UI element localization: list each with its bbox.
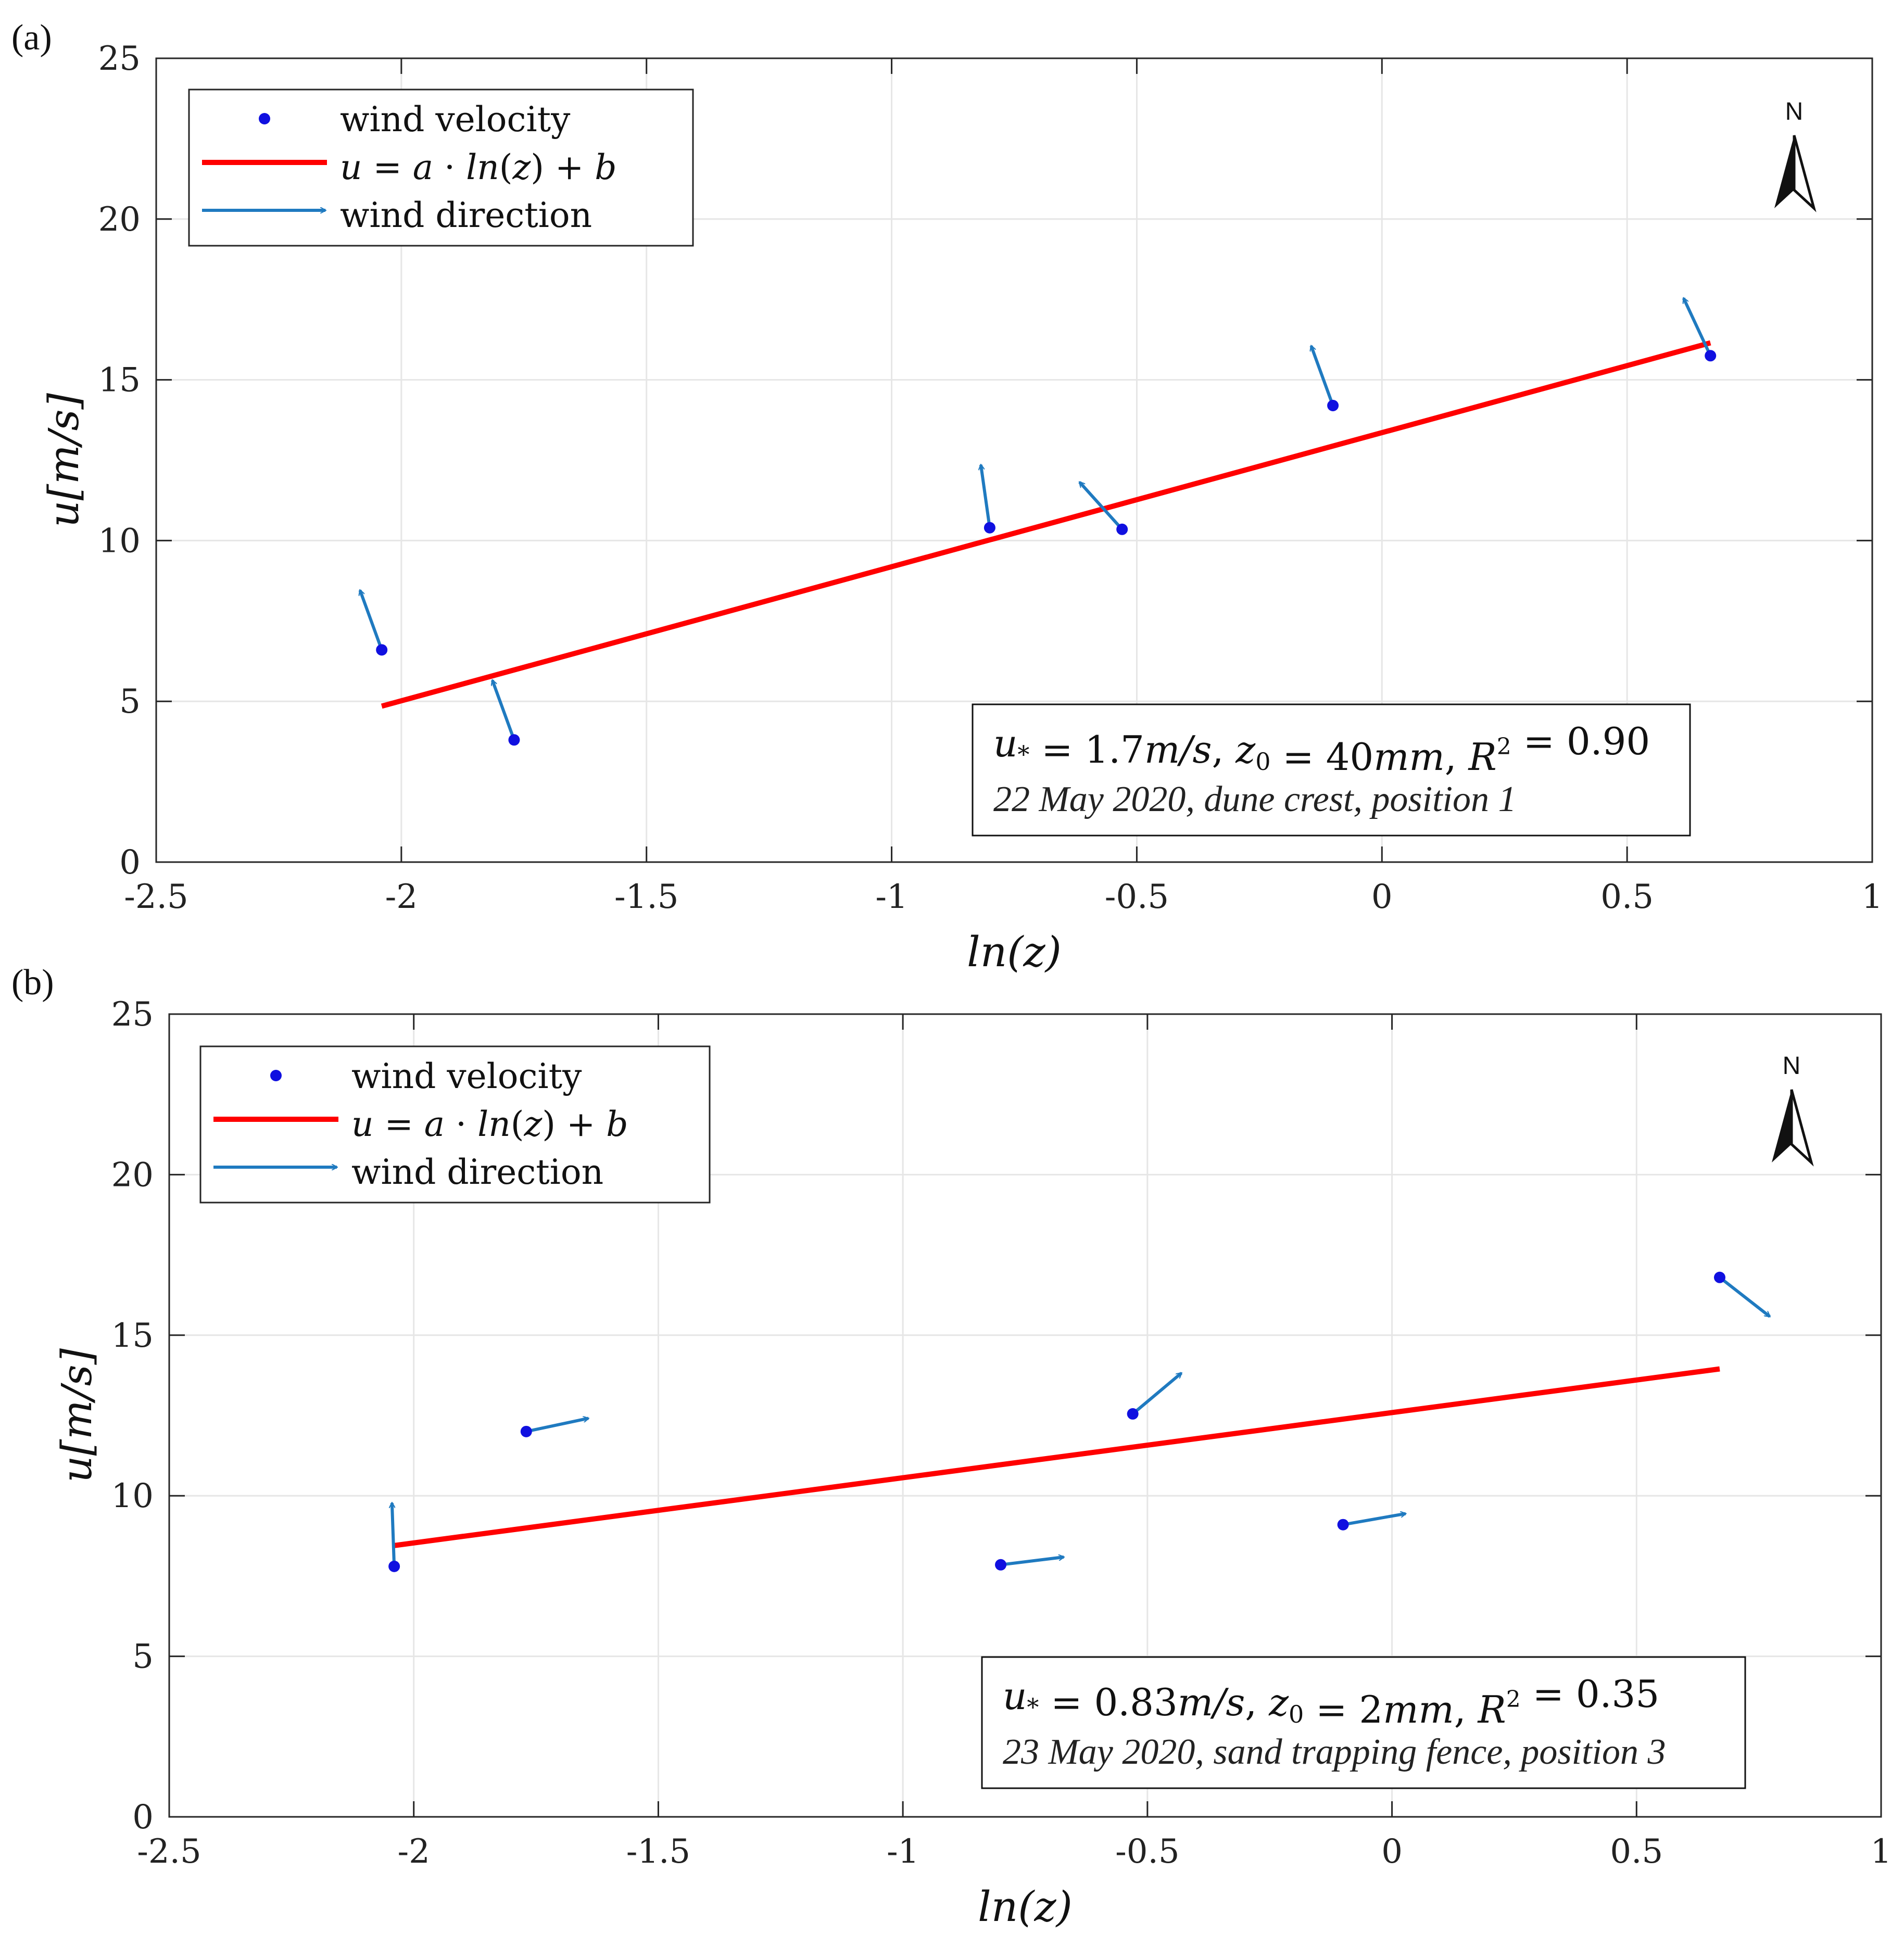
x-tick-label: -1.5 <box>614 878 678 916</box>
x-tick-label: -2.5 <box>137 1832 201 1871</box>
wind-velocity-point <box>520 1425 532 1437</box>
fit-line <box>394 1366 1720 1548</box>
annotation-note: 22 May 2020, dune crest, position 1 <box>993 779 1517 819</box>
wind-velocity-point <box>1337 1519 1349 1531</box>
legend-label-velocity: wind velocity <box>351 1056 582 1096</box>
y-tick-label: 5 <box>119 682 141 721</box>
wind-direction-arrow <box>1000 1557 1064 1566</box>
y-tick-label: 10 <box>111 1477 154 1515</box>
wind-direction-arrow <box>360 590 384 651</box>
north-arrow-icon-outline <box>1793 135 1817 212</box>
wind-velocity-point <box>995 1559 1007 1571</box>
axes-box <box>168 1013 1882 1818</box>
north-arrow-icon <box>1772 1090 1792 1162</box>
x-tick-label: 1 <box>1862 878 1883 916</box>
y-tick-label: 25 <box>111 995 154 1034</box>
legend-label-fit: u = a · ln(z) + b <box>340 147 617 187</box>
x-tick-label: -0.5 <box>1115 1832 1179 1871</box>
y-tick-label: 0 <box>132 1798 154 1837</box>
y-tick-label: 15 <box>98 361 141 400</box>
north-label: N <box>1785 98 1804 125</box>
x-tick-label: 0 <box>1371 878 1393 916</box>
wind-velocity-point <box>983 522 995 534</box>
legend-label-direction: wind direction <box>340 195 592 235</box>
x-axis-label: ln(z) <box>967 928 1062 976</box>
x-tick-label: -2 <box>385 878 418 916</box>
wind-direction-arrow <box>981 465 991 528</box>
wind-velocity-point <box>1116 523 1128 535</box>
y-tick-label: 0 <box>119 843 141 882</box>
wind-direction-arrow <box>1311 346 1334 407</box>
wind-direction-arrow <box>526 1418 588 1433</box>
annotation-equation: u* = 1.7m/s, z0 = 40mm, R2 = 0.90 <box>993 719 1650 779</box>
annotation-box <box>972 703 1691 837</box>
x-tick-label: 0 <box>1381 1832 1403 1871</box>
x-tick-label: 1 <box>1871 1832 1892 1871</box>
legend-label-fit: u = a · ln(z) + b <box>351 1104 628 1144</box>
legend-label-direction: wind direction <box>351 1152 603 1192</box>
y-tick-label: 10 <box>98 522 141 560</box>
x-tick-label: 0.5 <box>1610 1832 1663 1871</box>
legend-point-swatch <box>270 1070 282 1081</box>
x-tick-label: -1 <box>887 1832 919 1871</box>
wind-velocity-point <box>1127 1408 1139 1420</box>
x-tick-label: 0.5 <box>1600 878 1654 916</box>
x-tick-label: -2.5 <box>124 878 188 916</box>
y-tick-label: 5 <box>132 1638 154 1676</box>
panel-label: (b) <box>11 963 54 1003</box>
wind-direction-arrow <box>1343 1514 1406 1526</box>
x-tick-label: -1.5 <box>626 1832 690 1871</box>
north-label: N <box>1783 1052 1801 1080</box>
legend-box <box>199 1045 711 1204</box>
x-tick-label: -1 <box>875 878 907 916</box>
legend-label-velocity: wind velocity <box>340 99 571 140</box>
x-tick-label: -2 <box>398 1832 430 1871</box>
wind-direction-arrow <box>392 1503 396 1567</box>
axes-box <box>155 57 1873 863</box>
chart-panel-a: -2.5 -2 -1.5 -1 -0.5 0 0.5 10510152025ln(z)u[m/… <box>11 18 1883 976</box>
y-tick-label: 25 <box>98 40 141 78</box>
fit-line <box>381 340 1711 709</box>
annotation-equation: u* = 0.83m/s, z0 = 2mm, R2 = 0.35 <box>1003 1672 1659 1731</box>
wind-direction-arrow <box>1078 482 1124 530</box>
north-arrow-icon-outline <box>1790 1089 1814 1167</box>
x-tick-label: -0.5 <box>1105 878 1169 916</box>
wind-direction-arrow <box>1131 1372 1181 1415</box>
wind-velocity-point <box>508 734 520 746</box>
y-tick-label: 20 <box>111 1156 154 1194</box>
y-tick-label: 15 <box>111 1317 154 1355</box>
chart-panel-b: -2.5 -2 -1.5 -1 -0.5 0 0.5 10510152025ln(z)u[m/… <box>11 963 1892 1931</box>
y-axis-label: u[m/s] <box>40 393 88 527</box>
wind-direction-arrow <box>493 680 516 741</box>
legend-point-swatch <box>259 113 270 124</box>
wind-direction-arrow <box>1682 298 1712 357</box>
annotation-box <box>981 1656 1746 1789</box>
legend-box <box>188 88 694 247</box>
panel-label: (a) <box>11 18 52 58</box>
north-arrow-icon <box>1774 135 1794 208</box>
wind-velocity-point <box>1705 350 1717 362</box>
wind-velocity-point <box>1713 1271 1725 1283</box>
y-axis-label: u[m/s] <box>53 1348 101 1483</box>
wind-direction-arrow <box>1719 1276 1770 1318</box>
wind-velocity-point <box>1327 400 1339 412</box>
wind-velocity-point <box>388 1560 400 1572</box>
y-tick-label: 20 <box>98 200 141 239</box>
x-axis-label: ln(z) <box>978 1882 1073 1931</box>
wind-velocity-point <box>376 644 388 656</box>
annotation-note: 23 May 2020, sand trapping fence, positi… <box>1003 1732 1666 1772</box>
